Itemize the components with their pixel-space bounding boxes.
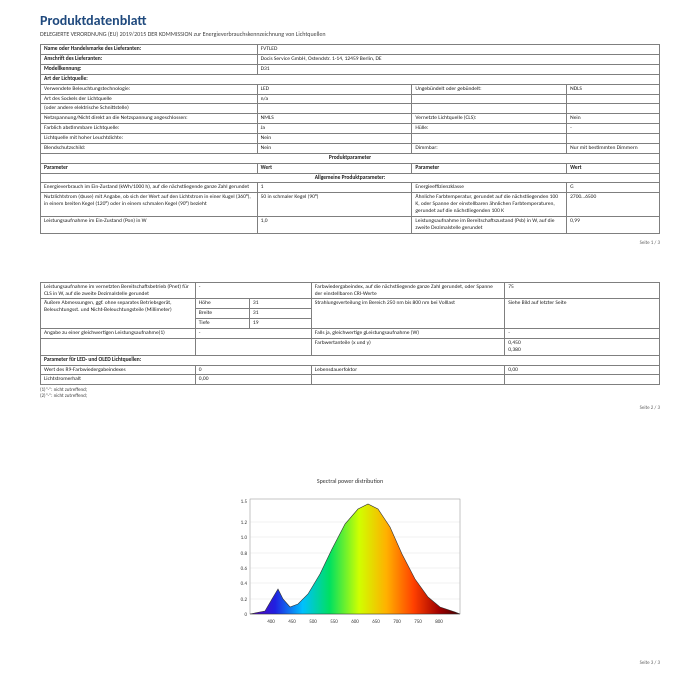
page-number-2: Seite 2 / 3 bbox=[40, 399, 660, 411]
svg-text:1.2: 1.2 bbox=[241, 520, 248, 526]
doc-title: Produktdatenblatt bbox=[40, 12, 660, 29]
svg-text:500: 500 bbox=[309, 619, 317, 625]
row-type: Art der Lichtquelle: bbox=[41, 74, 660, 84]
svg-text:0.4: 0.4 bbox=[241, 581, 248, 587]
svg-text:650: 650 bbox=[372, 619, 380, 625]
main-table: Name oder Handelsmarke des Lieferanten:F… bbox=[40, 44, 660, 234]
svg-text:750: 750 bbox=[414, 619, 422, 625]
svg-text:0.8: 0.8 bbox=[241, 551, 248, 557]
page-3: Spectral power distribution bbox=[0, 431, 700, 674]
chart-title: Spectral power distribution bbox=[40, 477, 660, 485]
svg-text:800: 800 bbox=[435, 619, 443, 625]
svg-text:0.6: 0.6 bbox=[241, 566, 248, 572]
svg-text:700: 700 bbox=[393, 619, 401, 625]
spectral-svg: 400 450 500 550 600 650 700 750 800 0 0.2 0.4… bbox=[220, 489, 480, 639]
row-address: Anschrift des Lieferanten:Docis Service … bbox=[41, 55, 660, 65]
footnotes: (1)"-": nicht zutreffend; (2)"-": nicht … bbox=[40, 387, 660, 399]
svg-text:1.5: 1.5 bbox=[241, 499, 248, 505]
table-page2: Leistungsaufnahme im vernetzten Bereitsc… bbox=[40, 282, 660, 386]
row-supplier: Name oder Handelsmarke des Lieferanten:F… bbox=[41, 45, 660, 55]
row-model: Modellkennung:D31 bbox=[41, 64, 660, 74]
page-2: Leistungsaufnahme im vernetzten Bereitsc… bbox=[0, 266, 700, 420]
svg-text:0: 0 bbox=[244, 612, 247, 618]
spectral-chart: Spectral power distribution bbox=[40, 447, 660, 654]
regulation-text: DELEGIERTE VERORDNUNG (EU) 2019/2015 DER… bbox=[40, 31, 660, 38]
page-number-3: Seite 3 / 3 bbox=[40, 654, 660, 666]
page-number-1: Seite 1 / 3 bbox=[40, 234, 660, 246]
general-params-header: Allgemeine Produktparameter: bbox=[41, 173, 660, 183]
svg-text:600: 600 bbox=[351, 619, 359, 625]
svg-text:1.0: 1.0 bbox=[241, 535, 248, 541]
svg-text:450: 450 bbox=[288, 619, 296, 625]
svg-text:550: 550 bbox=[330, 619, 338, 625]
page-1: Produktdatenblatt DELEGIERTE VERORDNUNG … bbox=[0, 0, 700, 254]
led-oled-header: Parameter für LED- und OLED Lichtquellen… bbox=[41, 355, 660, 365]
product-params-header: Produktparameter bbox=[41, 153, 660, 163]
svg-text:0.2: 0.2 bbox=[241, 597, 248, 603]
svg-text:400: 400 bbox=[267, 619, 275, 625]
